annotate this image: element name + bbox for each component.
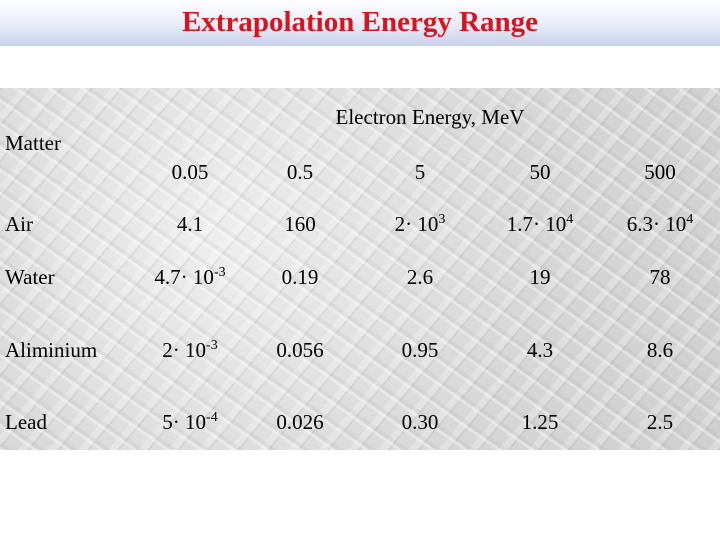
cell: 160 xyxy=(284,212,316,236)
cell: 0.026 xyxy=(276,410,324,434)
cell: 0.056 xyxy=(276,338,324,362)
cell: 0.95 xyxy=(401,338,439,362)
cell-base: 2· 10 xyxy=(162,338,207,362)
cell: 4.1 xyxy=(176,212,204,236)
cell: 2.5 xyxy=(646,410,674,434)
cell-exponent: 3 xyxy=(438,212,446,227)
cell: 4.3 xyxy=(526,338,554,362)
row-label: Water xyxy=(5,265,55,289)
cell-exponent: -3 xyxy=(206,338,218,353)
cell-base: 2· 10 xyxy=(394,212,439,236)
column-header: 50 xyxy=(529,160,551,184)
column-header: 0.5 xyxy=(286,160,314,184)
cell: 1.7· 104 xyxy=(506,212,574,236)
cell-base: 4.7· 10 xyxy=(154,265,214,289)
row-label: Lead xyxy=(5,410,47,434)
cell-base: 1.7· 10 xyxy=(506,212,567,236)
cell: 19 xyxy=(529,265,551,289)
cell: 0.19 xyxy=(281,265,319,289)
cell-base: 6.3· 10 xyxy=(626,212,687,236)
cell-base: 5· 10 xyxy=(162,410,207,434)
cell: 5· 10-4 xyxy=(162,410,218,434)
column-group-header: Electron Energy, MeV xyxy=(335,105,525,129)
cell: 0.30 xyxy=(401,410,439,434)
row-header: Matter xyxy=(5,131,61,155)
title: Extrapolation Energy Range xyxy=(181,6,539,38)
cell: 78 xyxy=(649,265,671,289)
column-header: 500 xyxy=(644,160,676,184)
row-label: Air xyxy=(5,212,33,236)
cell: 2· 10-3 xyxy=(162,338,218,362)
column-header: 5 xyxy=(414,160,426,184)
cell: 1.25 xyxy=(521,410,559,434)
cell: 6.3· 104 xyxy=(626,212,694,236)
cell: 8.6 xyxy=(646,338,674,362)
table-background xyxy=(0,88,720,450)
cell-exponent: -4 xyxy=(206,410,218,425)
row-label: Aliminium xyxy=(5,338,98,362)
title-band xyxy=(0,0,720,46)
cell-exponent: 4 xyxy=(566,212,574,227)
cell: 2· 103 xyxy=(394,212,446,236)
cell: 2.6 xyxy=(406,265,434,289)
column-header: 0.05 xyxy=(171,160,209,184)
cell-exponent: 4 xyxy=(686,212,694,227)
cell-exponent: -3 xyxy=(213,265,226,280)
cell: 4.7· 10-3 xyxy=(154,265,226,289)
